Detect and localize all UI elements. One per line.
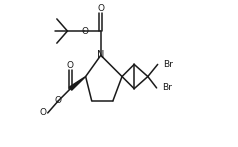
Text: O: O xyxy=(67,61,74,70)
Text: O: O xyxy=(81,26,88,36)
Polygon shape xyxy=(69,77,86,90)
Text: Br: Br xyxy=(163,60,173,69)
Text: Br: Br xyxy=(162,83,172,92)
Text: N: N xyxy=(97,50,104,60)
Text: O: O xyxy=(39,108,46,117)
Text: O: O xyxy=(97,4,104,13)
Text: O: O xyxy=(55,96,62,105)
